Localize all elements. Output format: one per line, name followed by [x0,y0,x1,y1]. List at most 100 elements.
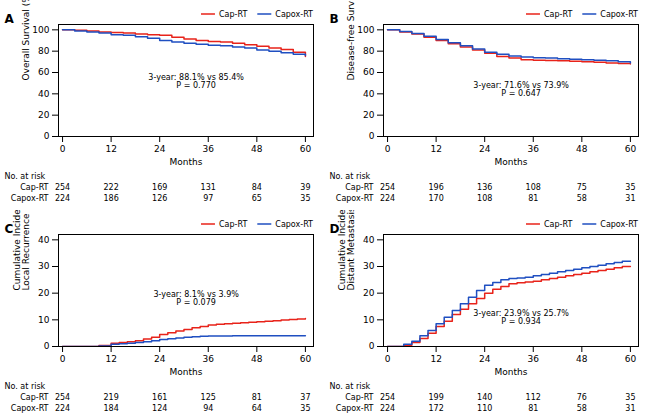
svg-text:0: 0 [385,354,391,364]
svg-text:Overall Survival (%): Overall Survival (%) [21,0,31,81]
svg-text:Capox-RT: Capox-RT [11,404,49,413]
svg-text:Capox-RT: Capox-RT [275,220,313,229]
svg-text:12: 12 [430,144,441,154]
svg-text:Cap-RT: Cap-RT [544,10,572,19]
svg-text:186: 186 [103,194,118,203]
svg-text:48: 48 [251,354,263,364]
svg-text:0: 0 [44,131,50,141]
svg-text:20: 20 [363,288,375,298]
svg-text:3-year: 88.1% vs 85.4%P = 0.77: 3-year: 88.1% vs 85.4%P = 0.770 [148,73,244,90]
svg-text:B: B [330,12,339,26]
svg-text:3-year: 71.6% vs 73.9%P = 0.64: 3-year: 71.6% vs 73.9%P = 0.647 [473,81,569,98]
svg-text:94: 94 [203,404,213,413]
svg-text:Months: Months [495,367,528,377]
svg-text:169: 169 [152,183,167,192]
svg-text:80: 80 [38,46,50,56]
svg-text:Capox-RT: Capox-RT [336,404,374,413]
svg-text:36: 36 [203,144,215,154]
svg-text:58: 58 [577,404,587,413]
svg-text:60: 60 [300,354,312,364]
svg-text:Cap-RT: Cap-RT [219,220,247,229]
svg-text:184: 184 [103,404,118,413]
svg-text:76: 76 [577,393,587,402]
svg-text:0: 0 [369,341,375,351]
svg-text:Capox-RT: Capox-RT [11,194,49,203]
svg-text:48: 48 [251,144,263,154]
svg-text:124: 124 [152,404,167,413]
svg-text:126: 126 [152,194,167,203]
svg-text:172: 172 [428,404,443,413]
svg-text:No. at risk: No. at risk [330,172,371,181]
svg-text:0: 0 [60,144,66,154]
svg-text:Cap-RT: Cap-RT [20,183,48,192]
svg-text:224: 224 [55,194,70,203]
svg-text:254: 254 [380,393,395,402]
svg-text:12: 12 [430,354,441,364]
svg-text:110: 110 [477,404,492,413]
svg-text:Months: Months [495,157,528,167]
svg-text:131: 131 [201,183,216,192]
svg-text:196: 196 [428,183,443,192]
svg-text:40: 40 [363,235,375,245]
svg-text:No. at risk: No. at risk [330,382,371,391]
svg-text:0: 0 [369,131,375,141]
svg-text:112: 112 [526,393,541,402]
svg-text:222: 222 [103,183,118,192]
svg-text:60: 60 [625,144,637,154]
svg-text:125: 125 [201,393,216,402]
svg-text:12: 12 [105,354,116,364]
svg-text:48: 48 [576,354,588,364]
svg-text:254: 254 [55,393,70,402]
svg-text:36: 36 [528,144,540,154]
svg-text:37: 37 [300,393,310,402]
svg-text:Cap-RT: Cap-RT [219,10,247,19]
svg-text:35: 35 [625,183,635,192]
svg-text:No. at risk: No. at risk [5,382,46,391]
svg-text:20: 20 [363,110,375,120]
svg-text:136: 136 [477,183,492,192]
svg-text:254: 254 [55,183,70,192]
svg-text:161: 161 [152,393,167,402]
svg-text:60: 60 [363,67,375,77]
svg-text:100: 100 [357,25,374,35]
svg-text:64: 64 [252,404,262,413]
svg-text:40: 40 [363,89,375,99]
svg-text:140: 140 [477,393,492,402]
svg-text:170: 170 [428,194,443,203]
svg-text:224: 224 [55,404,70,413]
svg-text:30: 30 [363,261,375,271]
svg-text:48: 48 [576,144,588,154]
svg-text:0: 0 [60,354,66,364]
svg-text:80: 80 [363,46,375,56]
svg-text:81: 81 [528,404,538,413]
svg-text:30: 30 [38,261,50,271]
svg-text:224: 224 [380,404,395,413]
svg-text:Capox-RT: Capox-RT [275,10,313,19]
svg-text:Disease-free Survival (%): Disease-free Survival (%) [346,0,356,81]
svg-text:40: 40 [38,235,50,245]
svg-text:Cap-RT: Cap-RT [345,183,373,192]
svg-text:No. at risk: No. at risk [5,172,46,181]
svg-text:36: 36 [203,354,215,364]
svg-text:24: 24 [479,354,491,364]
svg-text:12: 12 [105,144,116,154]
svg-text:3-year: 8.1% vs 3.9%P = 0.079: 3-year: 8.1% vs 3.9%P = 0.079 [153,290,239,307]
svg-text:A: A [5,12,15,26]
svg-text:Cap-RT: Cap-RT [544,220,572,229]
svg-text:24: 24 [154,144,166,154]
svg-text:199: 199 [428,393,443,402]
svg-text:Capox-RT: Capox-RT [600,220,638,229]
svg-text:24: 24 [479,144,491,154]
svg-text:Months: Months [170,367,203,377]
svg-text:108: 108 [477,194,492,203]
svg-text:60: 60 [38,67,50,77]
svg-text:36: 36 [528,354,540,364]
svg-text:20: 20 [38,288,50,298]
svg-text:35: 35 [625,393,635,402]
svg-text:40: 40 [38,89,50,99]
svg-text:31: 31 [625,404,635,413]
svg-text:100: 100 [32,25,49,35]
svg-text:10: 10 [38,315,50,325]
svg-text:81: 81 [528,194,538,203]
svg-text:65: 65 [252,194,262,203]
